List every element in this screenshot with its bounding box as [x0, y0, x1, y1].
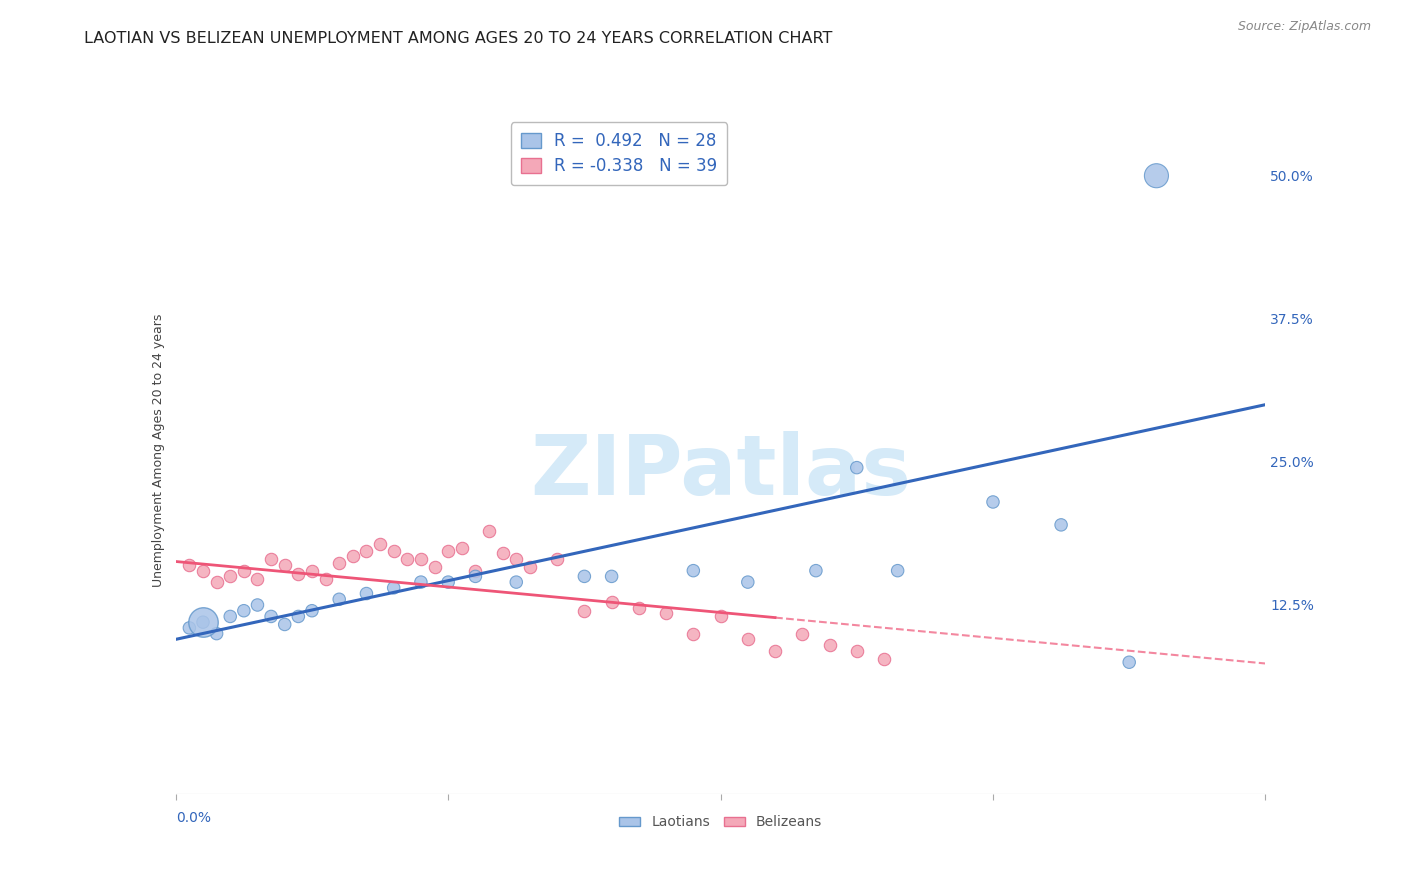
Point — [179, 558, 201, 572]
Legend: Laotians, Belizeans: Laotians, Belizeans — [613, 810, 828, 835]
Point — [574, 569, 596, 583]
Point — [886, 564, 908, 578]
Point — [205, 626, 228, 640]
Point — [382, 581, 405, 595]
Point — [519, 560, 541, 574]
Point — [368, 537, 391, 551]
Point — [505, 575, 527, 590]
Point — [232, 604, 254, 618]
Point — [492, 546, 515, 561]
Point — [219, 609, 242, 624]
Point — [179, 621, 201, 635]
Point — [191, 564, 214, 578]
Point — [464, 564, 486, 578]
Point — [246, 598, 269, 612]
Point — [792, 626, 814, 640]
Point — [287, 567, 309, 582]
Point — [1118, 655, 1140, 669]
Point — [1050, 517, 1073, 532]
Point — [600, 569, 623, 583]
Point — [219, 569, 242, 583]
Point — [818, 638, 841, 652]
Text: ZIPatlas: ZIPatlas — [530, 431, 911, 512]
Point — [191, 615, 214, 630]
Text: 0.0%: 0.0% — [176, 811, 211, 825]
Point — [600, 594, 623, 608]
Point — [396, 552, 419, 566]
Point — [274, 617, 297, 632]
Point — [505, 552, 527, 566]
Point — [981, 495, 1004, 509]
Point — [191, 615, 214, 630]
Point — [260, 552, 283, 566]
Point — [763, 644, 786, 658]
Point — [845, 460, 868, 475]
Point — [409, 575, 432, 590]
Point — [328, 592, 350, 607]
Point — [287, 609, 309, 624]
Point — [655, 606, 678, 620]
Point — [409, 552, 432, 566]
Point — [450, 541, 472, 555]
Point — [260, 609, 283, 624]
Point — [246, 572, 269, 586]
Point — [423, 560, 446, 574]
Point — [737, 575, 759, 590]
Text: Source: ZipAtlas.com: Source: ZipAtlas.com — [1237, 20, 1371, 33]
Point — [546, 552, 568, 566]
Point — [382, 544, 405, 558]
Point — [301, 604, 323, 618]
Point — [574, 604, 596, 618]
Point — [478, 524, 501, 538]
Point — [301, 564, 323, 578]
Point — [737, 632, 759, 647]
Point — [804, 564, 827, 578]
Point — [682, 626, 704, 640]
Y-axis label: Unemployment Among Ages 20 to 24 years: Unemployment Among Ages 20 to 24 years — [152, 314, 165, 587]
Point — [627, 601, 650, 615]
Point — [205, 575, 228, 590]
Point — [873, 652, 896, 666]
Point — [437, 544, 460, 558]
Point — [232, 564, 254, 578]
Point — [682, 564, 704, 578]
Point — [342, 549, 364, 563]
Point — [464, 569, 486, 583]
Point — [356, 586, 378, 600]
Point — [328, 556, 350, 570]
Point — [274, 558, 297, 572]
Point — [356, 544, 378, 558]
Point — [1144, 169, 1167, 183]
Point — [315, 572, 337, 586]
Point — [437, 575, 460, 590]
Text: LAOTIAN VS BELIZEAN UNEMPLOYMENT AMONG AGES 20 TO 24 YEARS CORRELATION CHART: LAOTIAN VS BELIZEAN UNEMPLOYMENT AMONG A… — [84, 31, 832, 46]
Point — [845, 644, 868, 658]
Point — [710, 609, 733, 624]
